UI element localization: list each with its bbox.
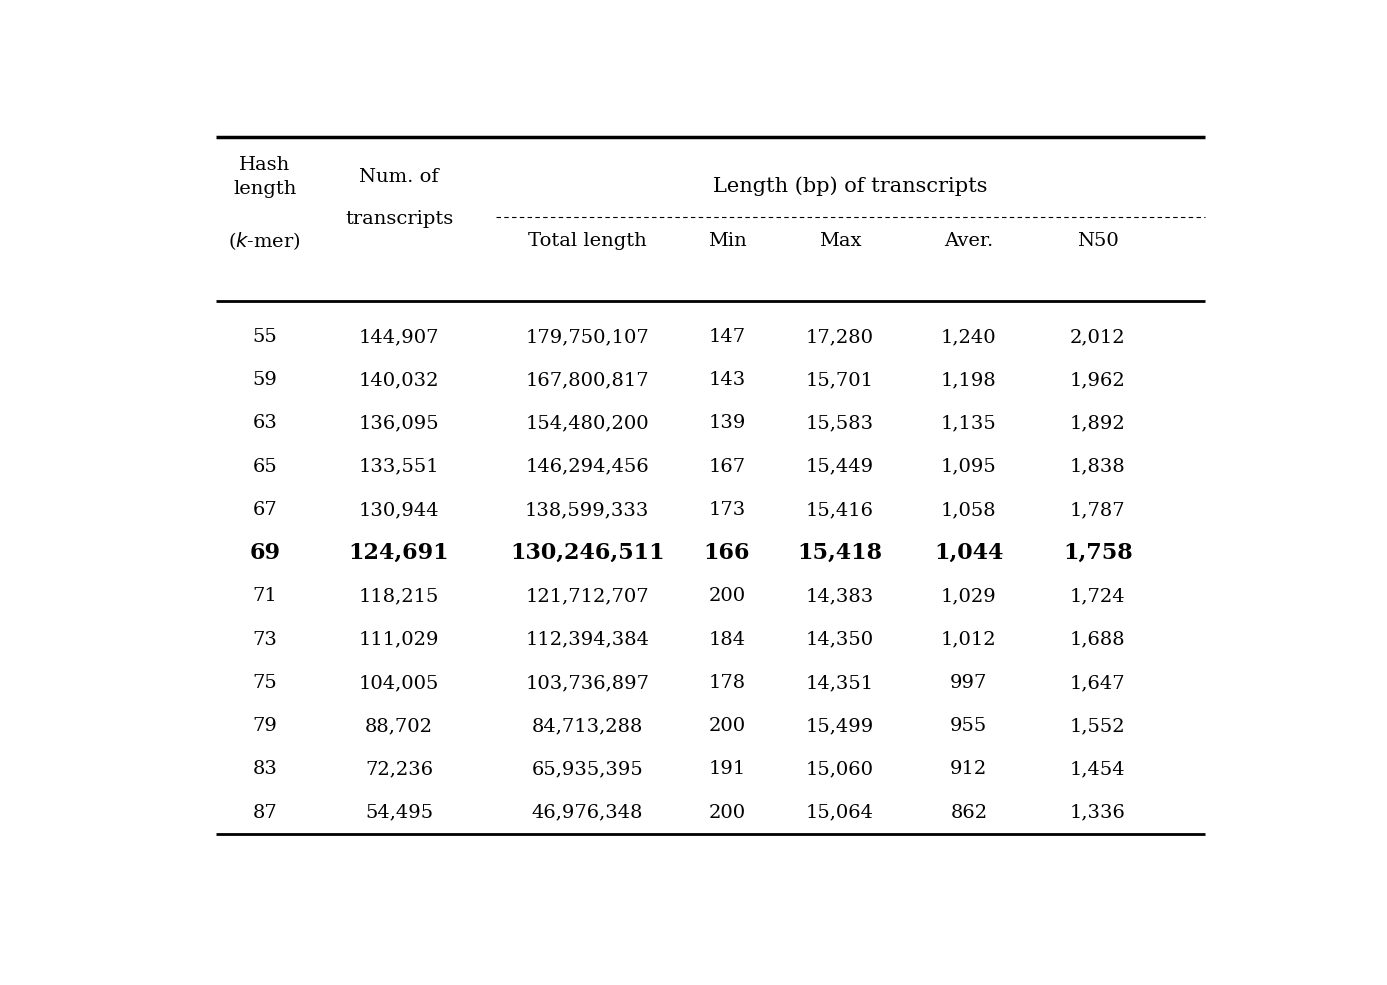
- Text: 17,280: 17,280: [806, 328, 874, 346]
- Text: 154,480,200: 154,480,200: [526, 415, 649, 432]
- Text: 1,012: 1,012: [940, 630, 997, 649]
- Text: 1,892: 1,892: [1069, 415, 1126, 432]
- Text: 997: 997: [950, 674, 988, 691]
- Text: 179,750,107: 179,750,107: [526, 328, 649, 346]
- Text: 63: 63: [252, 415, 277, 432]
- Text: 955: 955: [950, 717, 988, 735]
- Text: 191: 191: [709, 760, 746, 778]
- Text: 15,060: 15,060: [806, 760, 874, 778]
- Text: 14,350: 14,350: [806, 630, 874, 649]
- Text: 111,029: 111,029: [359, 630, 440, 649]
- Text: 15,064: 15,064: [806, 804, 874, 821]
- Text: 200: 200: [709, 804, 746, 821]
- Text: 15,416: 15,416: [806, 501, 874, 519]
- Text: 184: 184: [709, 630, 746, 649]
- Text: 15,449: 15,449: [806, 458, 874, 476]
- Text: 104,005: 104,005: [359, 674, 440, 691]
- Text: 167,800,817: 167,800,817: [526, 371, 649, 389]
- Text: 59: 59: [252, 371, 277, 389]
- Text: 71: 71: [252, 587, 277, 606]
- Text: 130,246,511: 130,246,511: [510, 542, 664, 564]
- Text: 1,454: 1,454: [1069, 760, 1126, 778]
- Text: Total length: Total length: [528, 231, 646, 249]
- Text: 2,012: 2,012: [1069, 328, 1126, 346]
- Text: 146,294,456: 146,294,456: [526, 458, 649, 476]
- Text: Min: Min: [707, 231, 746, 249]
- Text: 138,599,333: 138,599,333: [526, 501, 649, 519]
- Text: 124,691: 124,691: [348, 542, 449, 564]
- Text: 46,976,348: 46,976,348: [531, 804, 644, 821]
- Text: 1,198: 1,198: [940, 371, 997, 389]
- Text: 84,713,288: 84,713,288: [531, 717, 644, 735]
- Text: 65,935,395: 65,935,395: [531, 760, 644, 778]
- Text: 118,215: 118,215: [359, 587, 440, 606]
- Text: 83: 83: [252, 760, 277, 778]
- Text: 14,351: 14,351: [806, 674, 874, 691]
- Text: 144,907: 144,907: [359, 328, 440, 346]
- Text: 143: 143: [709, 371, 746, 389]
- Text: 1,135: 1,135: [940, 415, 997, 432]
- Text: 147: 147: [709, 328, 746, 346]
- Text: ($\mathit{k}$-mer): ($\mathit{k}$-mer): [229, 230, 301, 252]
- Text: 87: 87: [252, 804, 277, 821]
- Text: 862: 862: [950, 804, 988, 821]
- Text: Max: Max: [818, 231, 861, 249]
- Text: 67: 67: [252, 501, 277, 519]
- Text: 173: 173: [709, 501, 746, 519]
- Text: 1,688: 1,688: [1069, 630, 1126, 649]
- Text: 1,787: 1,787: [1069, 501, 1126, 519]
- Text: 75: 75: [252, 674, 277, 691]
- Text: 88,702: 88,702: [365, 717, 433, 735]
- Text: 15,701: 15,701: [806, 371, 874, 389]
- Text: 112,394,384: 112,394,384: [526, 630, 649, 649]
- Text: 200: 200: [709, 717, 746, 735]
- Text: 1,758: 1,758: [1062, 542, 1133, 564]
- Text: 130,944: 130,944: [359, 501, 440, 519]
- Text: 1,962: 1,962: [1069, 371, 1126, 389]
- Text: 72,236: 72,236: [365, 760, 433, 778]
- Text: 54,495: 54,495: [365, 804, 433, 821]
- Text: 1,838: 1,838: [1069, 458, 1126, 476]
- Text: N50: N50: [1076, 231, 1119, 249]
- Text: 178: 178: [709, 674, 746, 691]
- Text: 166: 166: [703, 542, 750, 564]
- Text: 1,647: 1,647: [1069, 674, 1126, 691]
- Text: 912: 912: [950, 760, 988, 778]
- Text: 140,032: 140,032: [359, 371, 440, 389]
- Text: Hash
length: Hash length: [233, 157, 297, 198]
- Text: 79: 79: [252, 717, 277, 735]
- Text: 1,095: 1,095: [940, 458, 997, 476]
- Text: 133,551: 133,551: [359, 458, 440, 476]
- Text: 1,044: 1,044: [933, 542, 1004, 564]
- Text: 1,552: 1,552: [1069, 717, 1126, 735]
- Text: 15,583: 15,583: [806, 415, 874, 432]
- Text: 1,058: 1,058: [940, 501, 997, 519]
- Text: 73: 73: [252, 630, 277, 649]
- Text: Length (bp) of transcripts: Length (bp) of transcripts: [713, 176, 988, 196]
- Text: 14,383: 14,383: [806, 587, 874, 606]
- Text: 1,029: 1,029: [940, 587, 997, 606]
- Text: 103,736,897: 103,736,897: [526, 674, 649, 691]
- Text: 15,499: 15,499: [806, 717, 874, 735]
- Text: 69: 69: [250, 542, 280, 564]
- Text: 65: 65: [252, 458, 277, 476]
- Text: 15,418: 15,418: [798, 542, 882, 564]
- Text: 200: 200: [709, 587, 746, 606]
- Text: 139: 139: [709, 415, 746, 432]
- Text: transcripts: transcripts: [345, 210, 454, 228]
- Text: 1,240: 1,240: [940, 328, 997, 346]
- Text: 1,724: 1,724: [1069, 587, 1126, 606]
- Text: 121,712,707: 121,712,707: [526, 587, 649, 606]
- Text: Aver.: Aver.: [945, 231, 993, 249]
- Text: 55: 55: [252, 328, 277, 346]
- Text: 167: 167: [709, 458, 746, 476]
- Text: 136,095: 136,095: [359, 415, 440, 432]
- Text: 1,336: 1,336: [1069, 804, 1126, 821]
- Text: Num. of: Num. of: [359, 168, 438, 186]
